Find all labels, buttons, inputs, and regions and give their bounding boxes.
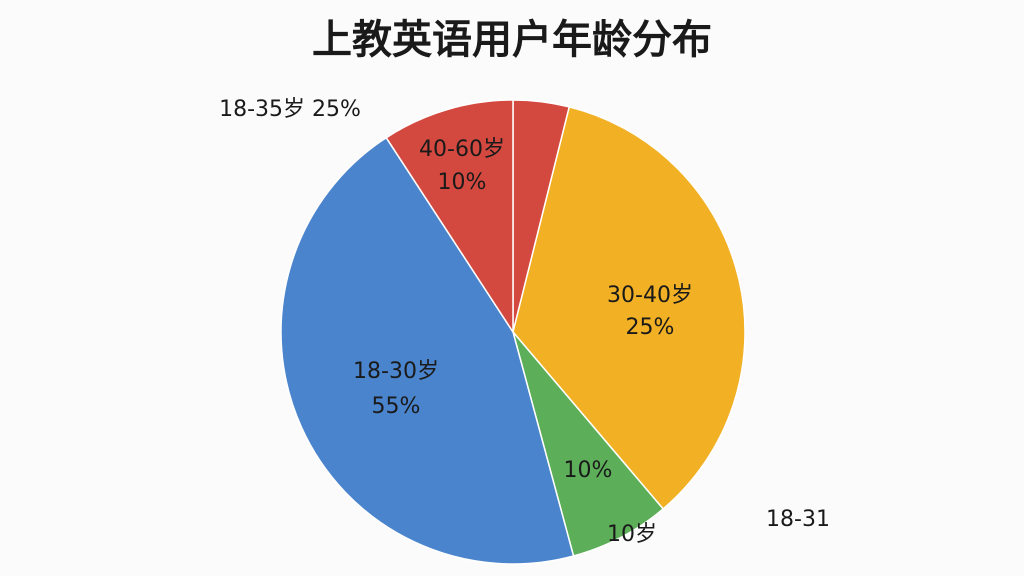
annotation: 18-31 <box>766 507 830 532</box>
annotation: 30-40岁 <box>607 283 693 308</box>
annotation: 40-60岁 <box>419 137 505 162</box>
annotation: 10% <box>564 458 613 483</box>
annotation: 25% <box>626 315 675 340</box>
annotation: 10岁 <box>607 522 657 547</box>
pie-slice <box>512 106 746 510</box>
annotation: 18-30岁 <box>353 359 439 384</box>
pie-slice <box>385 99 514 335</box>
annotation: 55% <box>372 394 421 419</box>
pie-slice <box>512 331 665 557</box>
chart-title: 上教英语用户年龄分布 <box>312 17 712 63</box>
annotation: 10% <box>438 170 487 195</box>
pie-slice <box>280 136 575 565</box>
annotation: 18-35岁 25% <box>219 97 361 122</box>
